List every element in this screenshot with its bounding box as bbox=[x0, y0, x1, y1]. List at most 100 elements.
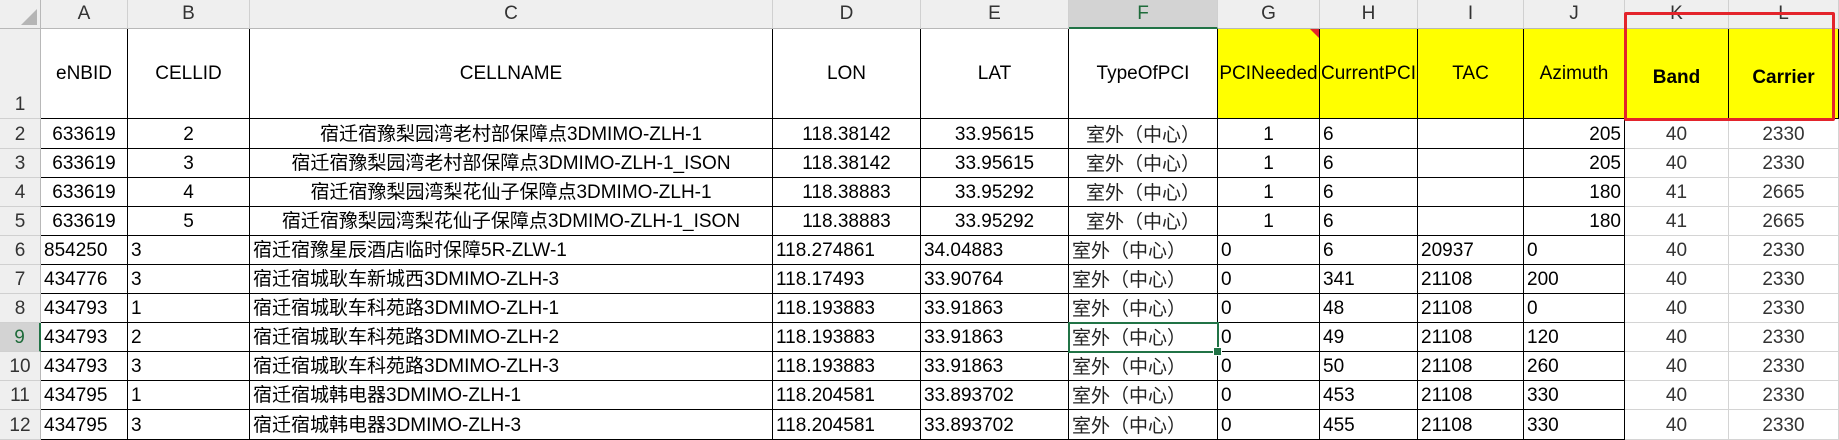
cell-d6[interactable]: 118.274861 bbox=[773, 236, 921, 265]
cell-h10[interactable]: 50 bbox=[1320, 352, 1418, 381]
cell-f7[interactable]: 室外（中心） bbox=[1069, 265, 1218, 294]
header-cell-lat[interactable]: LAT bbox=[921, 29, 1069, 119]
row-header-9[interactable]: 9 bbox=[0, 323, 41, 352]
cell-d11[interactable]: 118.204581 bbox=[773, 381, 921, 410]
cell-f11[interactable]: 室外（中心） bbox=[1069, 381, 1218, 410]
cell-a9[interactable]: 434793 bbox=[41, 323, 128, 352]
cell-a10[interactable]: 434793 bbox=[41, 352, 128, 381]
cell-d5[interactable]: 118.38883 bbox=[773, 207, 921, 236]
header-cell-azimuth[interactable]: Azimuth bbox=[1524, 29, 1625, 119]
cell-a6[interactable]: 854250 bbox=[41, 236, 128, 265]
header-cell-typeofpci[interactable]: TypeOfPCI bbox=[1069, 29, 1218, 119]
cell-a5[interactable]: 633619 bbox=[41, 207, 128, 236]
cell-l2[interactable]: 2330 bbox=[1729, 119, 1839, 149]
cell-k4[interactable]: 41 bbox=[1625, 178, 1729, 207]
column-header-h[interactable]: H bbox=[1320, 0, 1418, 29]
cell-h7[interactable]: 341 bbox=[1320, 265, 1418, 294]
cell-d12[interactable]: 118.204581 bbox=[773, 410, 921, 440]
cell-k9[interactable]: 40 bbox=[1625, 323, 1729, 352]
column-header-k[interactable]: K bbox=[1625, 0, 1729, 29]
cell-b3[interactable]: 3 bbox=[128, 149, 250, 178]
row-header-11[interactable]: 11 bbox=[0, 381, 41, 410]
cell-g8[interactable]: 0 bbox=[1218, 294, 1320, 323]
row-header-1[interactable]: 1 bbox=[0, 29, 41, 119]
header-cell-carrier[interactable]: Carrier bbox=[1729, 29, 1839, 119]
cell-g2[interactable]: 1 bbox=[1218, 119, 1320, 149]
column-header-c[interactable]: C bbox=[250, 0, 773, 29]
cell-e9[interactable]: 33.91863 bbox=[921, 323, 1069, 352]
comment-indicator-icon[interactable] bbox=[1310, 29, 1319, 38]
cell-d9[interactable]: 118.193883 bbox=[773, 323, 921, 352]
cell-e11[interactable]: 33.893702 bbox=[921, 381, 1069, 410]
cell-k3[interactable]: 40 bbox=[1625, 149, 1729, 178]
cell-g4[interactable]: 1 bbox=[1218, 178, 1320, 207]
cell-j9[interactable]: 120 bbox=[1524, 323, 1625, 352]
cell-i12[interactable]: 21108 bbox=[1418, 410, 1524, 440]
cell-k12[interactable]: 40 bbox=[1625, 410, 1729, 440]
cell-i5[interactable] bbox=[1418, 207, 1524, 236]
cell-h4[interactable]: 6 bbox=[1320, 178, 1418, 207]
cell-k7[interactable]: 40 bbox=[1625, 265, 1729, 294]
cell-l5[interactable]: 2665 bbox=[1729, 207, 1839, 236]
cell-k6[interactable]: 40 bbox=[1625, 236, 1729, 265]
cell-d10[interactable]: 118.193883 bbox=[773, 352, 921, 381]
cell-j3[interactable]: 205 bbox=[1524, 149, 1625, 178]
cell-b4[interactable]: 4 bbox=[128, 178, 250, 207]
cell-b8[interactable]: 1 bbox=[128, 294, 250, 323]
cell-l4[interactable]: 2665 bbox=[1729, 178, 1839, 207]
cell-c5[interactable]: 宿迁宿豫梨园湾梨花仙子保障点3DMIMO-ZLH-1_ISON bbox=[250, 207, 773, 236]
cell-j10[interactable]: 260 bbox=[1524, 352, 1625, 381]
cell-e10[interactable]: 33.91863 bbox=[921, 352, 1069, 381]
cell-c10[interactable]: 宿迁宿城耿车科苑路3DMIMO-ZLH-3 bbox=[250, 352, 773, 381]
cell-i11[interactable]: 21108 bbox=[1418, 381, 1524, 410]
cell-f12[interactable]: 室外（中心） bbox=[1069, 410, 1218, 440]
row-header-12[interactable]: 12 bbox=[0, 410, 41, 440]
cell-c3[interactable]: 宿迁宿豫梨园湾老村部保障点3DMIMO-ZLH-1_ISON bbox=[250, 149, 773, 178]
cell-b9[interactable]: 2 bbox=[128, 323, 250, 352]
cell-f4[interactable]: 室外（中心） bbox=[1069, 178, 1218, 207]
cell-i7[interactable]: 21108 bbox=[1418, 265, 1524, 294]
cell-k5[interactable]: 41 bbox=[1625, 207, 1729, 236]
cell-l6[interactable]: 2330 bbox=[1729, 236, 1839, 265]
cell-j4[interactable]: 180 bbox=[1524, 178, 1625, 207]
cell-b12[interactable]: 3 bbox=[128, 410, 250, 440]
cell-j5[interactable]: 180 bbox=[1524, 207, 1625, 236]
cell-l11[interactable]: 2330 bbox=[1729, 381, 1839, 410]
cell-f6[interactable]: 室外（中心） bbox=[1069, 236, 1218, 265]
cell-a4[interactable]: 633619 bbox=[41, 178, 128, 207]
cell-h5[interactable]: 6 bbox=[1320, 207, 1418, 236]
cell-g10[interactable]: 0 bbox=[1218, 352, 1320, 381]
cell-l8[interactable]: 2330 bbox=[1729, 294, 1839, 323]
header-cell-cellname[interactable]: CELLNAME bbox=[250, 29, 773, 119]
row-header-8[interactable]: 8 bbox=[0, 294, 41, 323]
cell-d3[interactable]: 118.38142 bbox=[773, 149, 921, 178]
fill-handle[interactable] bbox=[1213, 347, 1222, 356]
cell-a2[interactable]: 633619 bbox=[41, 119, 128, 149]
cell-c7[interactable]: 宿迁宿城耿车新城西3DMIMO-ZLH-3 bbox=[250, 265, 773, 294]
cell-k2[interactable]: 40 bbox=[1625, 119, 1729, 149]
cell-h12[interactable]: 455 bbox=[1320, 410, 1418, 440]
cell-b11[interactable]: 1 bbox=[128, 381, 250, 410]
cell-a12[interactable]: 434795 bbox=[41, 410, 128, 440]
cell-c12[interactable]: 宿迁宿城韩电器3DMIMO-ZLH-3 bbox=[250, 410, 773, 440]
header-cell-lon[interactable]: LON bbox=[773, 29, 921, 119]
cell-g11[interactable]: 0 bbox=[1218, 381, 1320, 410]
cell-c4[interactable]: 宿迁宿豫梨园湾梨花仙子保障点3DMIMO-ZLH-1 bbox=[250, 178, 773, 207]
cell-k8[interactable]: 40 bbox=[1625, 294, 1729, 323]
cell-a3[interactable]: 633619 bbox=[41, 149, 128, 178]
cell-l12[interactable]: 2330 bbox=[1729, 410, 1839, 440]
cell-f3[interactable]: 室外（中心） bbox=[1069, 149, 1218, 178]
cell-g9[interactable]: 0 bbox=[1218, 323, 1320, 352]
cell-f10[interactable]: 室外（中心） bbox=[1069, 352, 1218, 381]
cell-i6[interactable]: 20937 bbox=[1418, 236, 1524, 265]
column-header-a[interactable]: A bbox=[41, 0, 128, 29]
cell-k10[interactable]: 40 bbox=[1625, 352, 1729, 381]
cell-e4[interactable]: 33.95292 bbox=[921, 178, 1069, 207]
cell-j2[interactable]: 205 bbox=[1524, 119, 1625, 149]
cell-a11[interactable]: 434795 bbox=[41, 381, 128, 410]
column-header-j[interactable]: J bbox=[1524, 0, 1625, 29]
cell-d7[interactable]: 118.17493 bbox=[773, 265, 921, 294]
column-header-l[interactable]: L bbox=[1729, 0, 1839, 29]
cell-e5[interactable]: 33.95292 bbox=[921, 207, 1069, 236]
